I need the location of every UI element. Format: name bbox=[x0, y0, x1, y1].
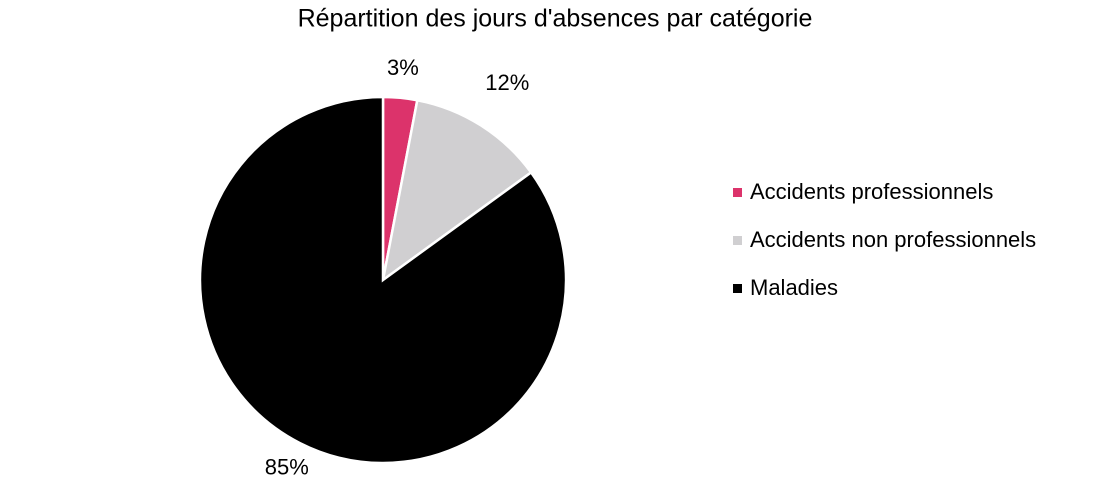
legend-item: Maladies bbox=[733, 274, 1053, 302]
legend-swatch bbox=[733, 188, 742, 197]
pie-slice bbox=[381, 98, 533, 283]
data-label: 3% bbox=[387, 55, 419, 80]
legend-swatch bbox=[733, 284, 742, 293]
data-label: 85% bbox=[265, 455, 309, 480]
legend-swatch bbox=[733, 236, 742, 245]
data-label: 12% bbox=[485, 70, 529, 95]
legend: Accidents professionnels Accidents non pr… bbox=[733, 178, 1053, 322]
legend-item: Accidents professionnels bbox=[733, 178, 1053, 206]
legend-item: Accidents non professionnels bbox=[733, 226, 1053, 254]
legend-label: Accidents professionnels bbox=[750, 179, 994, 204]
legend-label: Accidents non professionnels bbox=[750, 227, 1037, 252]
chart-title: Répartition des jours d'absences par cat… bbox=[298, 5, 813, 33]
legend-label: Maladies bbox=[750, 275, 839, 300]
pie-slice bbox=[198, 95, 568, 465]
